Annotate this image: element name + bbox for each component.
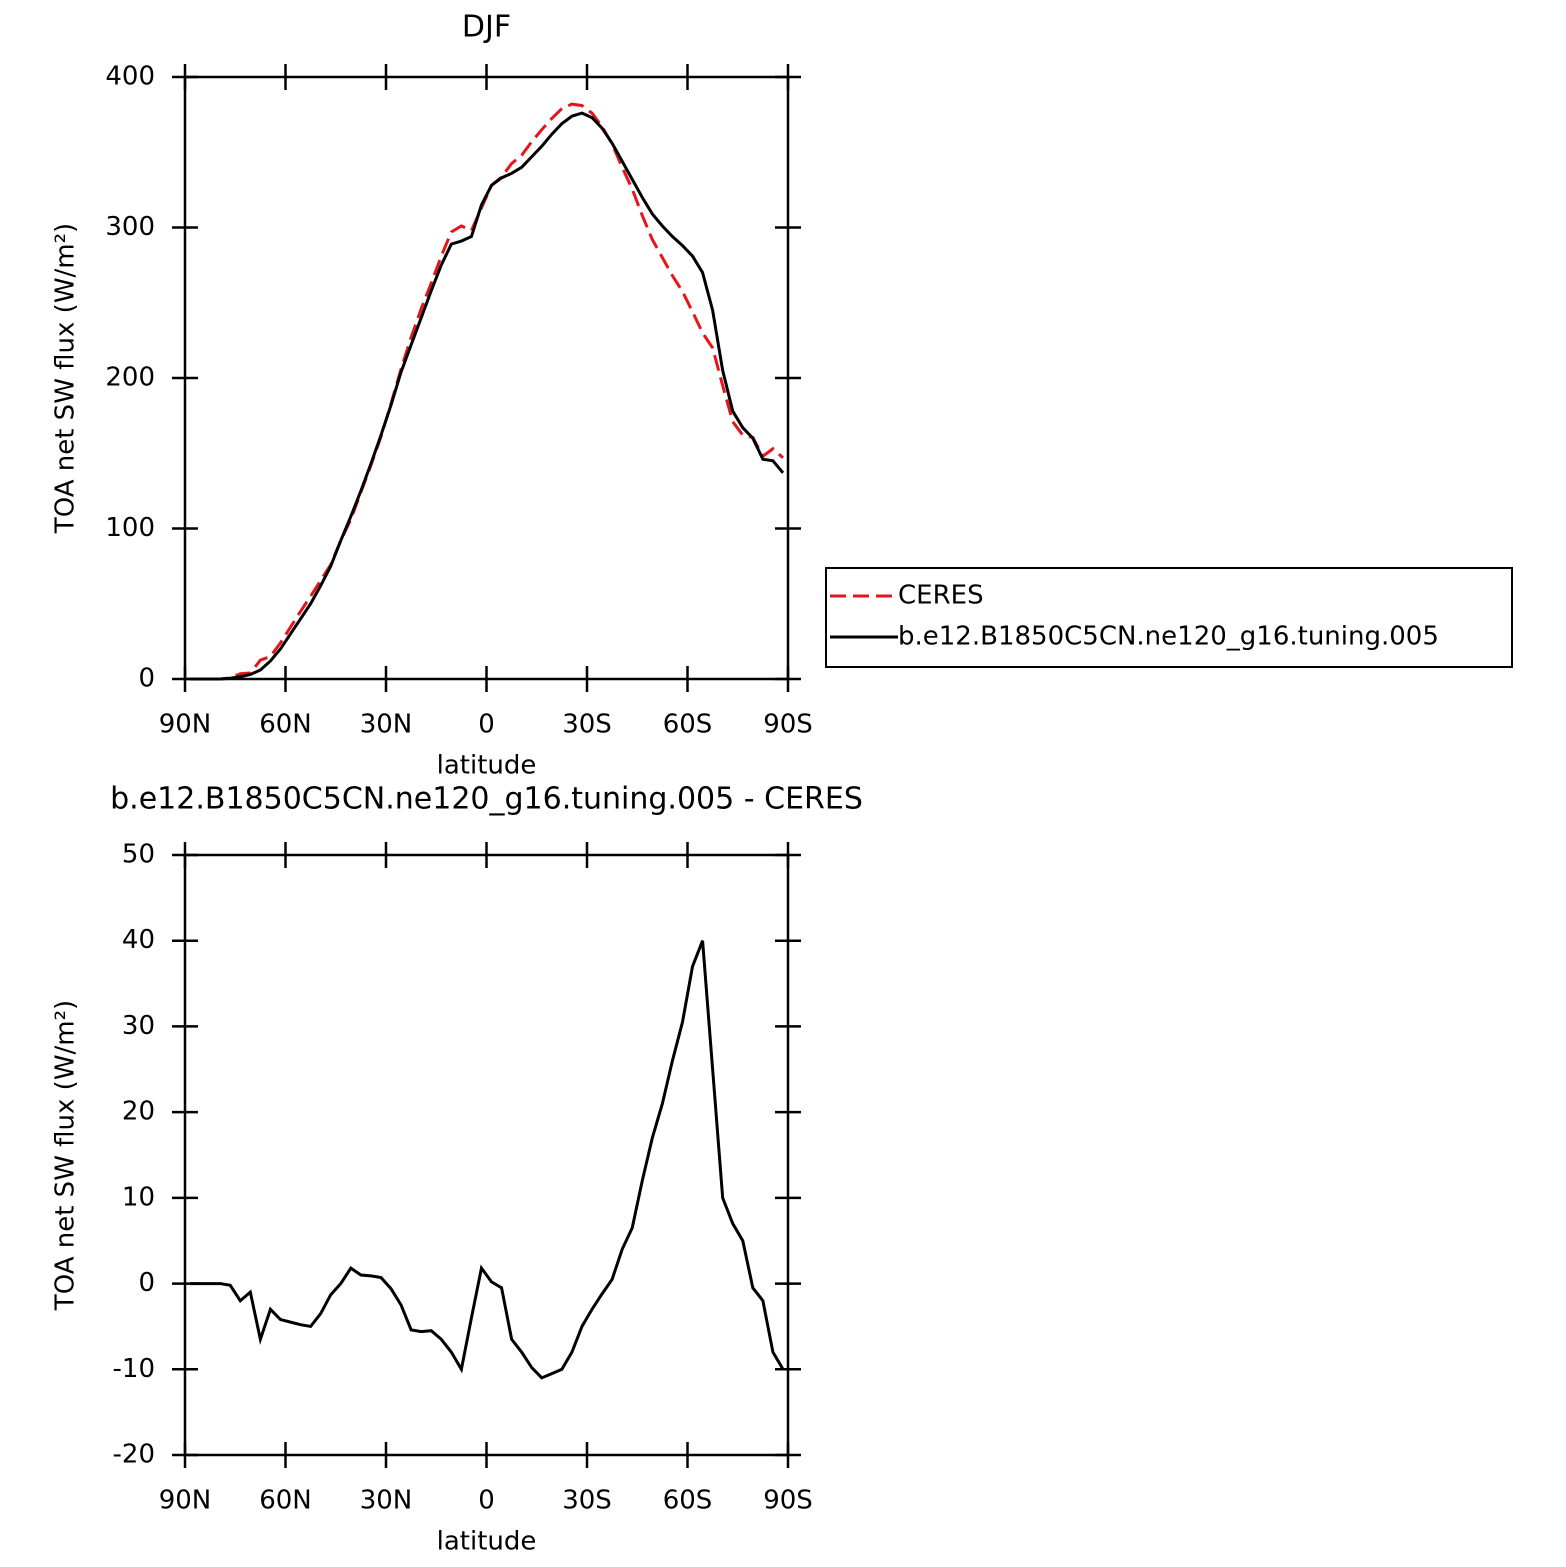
x-tick-label: 60N <box>259 710 312 740</box>
x-tick-label: 30S <box>562 1486 612 1516</box>
x-tick-label: 90N <box>159 1486 212 1516</box>
y-tick-label: -20 <box>113 1440 155 1470</box>
y-tick-label: 30 <box>122 1011 155 1041</box>
x-tick-label: 60S <box>663 1486 713 1516</box>
y-axis-label: TOA net SW flux (W/m²) <box>51 223 81 534</box>
y-tick-label: 20 <box>122 1097 155 1127</box>
data-line <box>190 940 785 1380</box>
x-tick-label: 0 <box>478 710 495 740</box>
y-tick-label: 300 <box>105 212 155 242</box>
y-tick-label: 50 <box>122 840 155 870</box>
y-tick-label: 200 <box>105 363 155 393</box>
x-tick-label: 90S <box>763 710 813 740</box>
x-tick-label: 30S <box>562 710 612 740</box>
y-axis-label: TOA net SW flux (W/m²) <box>51 1000 81 1311</box>
x-tick-label: 90N <box>159 710 212 740</box>
chart-title: b.e12.B1850C5CN.ne120_g16.tuning.005 - C… <box>110 782 863 817</box>
y-tick-label: 100 <box>105 513 155 543</box>
y-tick-label: 0 <box>138 664 155 694</box>
legend-label: b.e12.B1850C5CN.ne120_g16.tuning.005 <box>898 622 1439 652</box>
x-axis-label: latitude <box>437 751 537 781</box>
legend-label: CERES <box>898 581 984 611</box>
y-tick-label: 40 <box>122 925 155 955</box>
chart-title: DJF <box>462 10 511 45</box>
x-tick-label: 60N <box>259 1486 312 1516</box>
data-line <box>190 102 784 681</box>
x-tick-label: 30N <box>360 710 413 740</box>
legend-box <box>825 567 1513 668</box>
data-line <box>190 111 785 681</box>
y-tick-label: 0 <box>138 1268 155 1298</box>
plot-frame <box>183 853 790 1457</box>
y-tick-label: 10 <box>122 1182 155 1212</box>
x-tick-label: 90S <box>763 1486 813 1516</box>
y-tick-label: -10 <box>113 1354 155 1384</box>
x-tick-label: 60S <box>663 710 713 740</box>
x-tick-label: 0 <box>478 1486 495 1516</box>
x-axis-label: latitude <box>437 1527 537 1557</box>
x-tick-label: 30N <box>360 1486 413 1516</box>
y-tick-label: 400 <box>105 62 155 92</box>
plot-frame <box>183 75 790 681</box>
